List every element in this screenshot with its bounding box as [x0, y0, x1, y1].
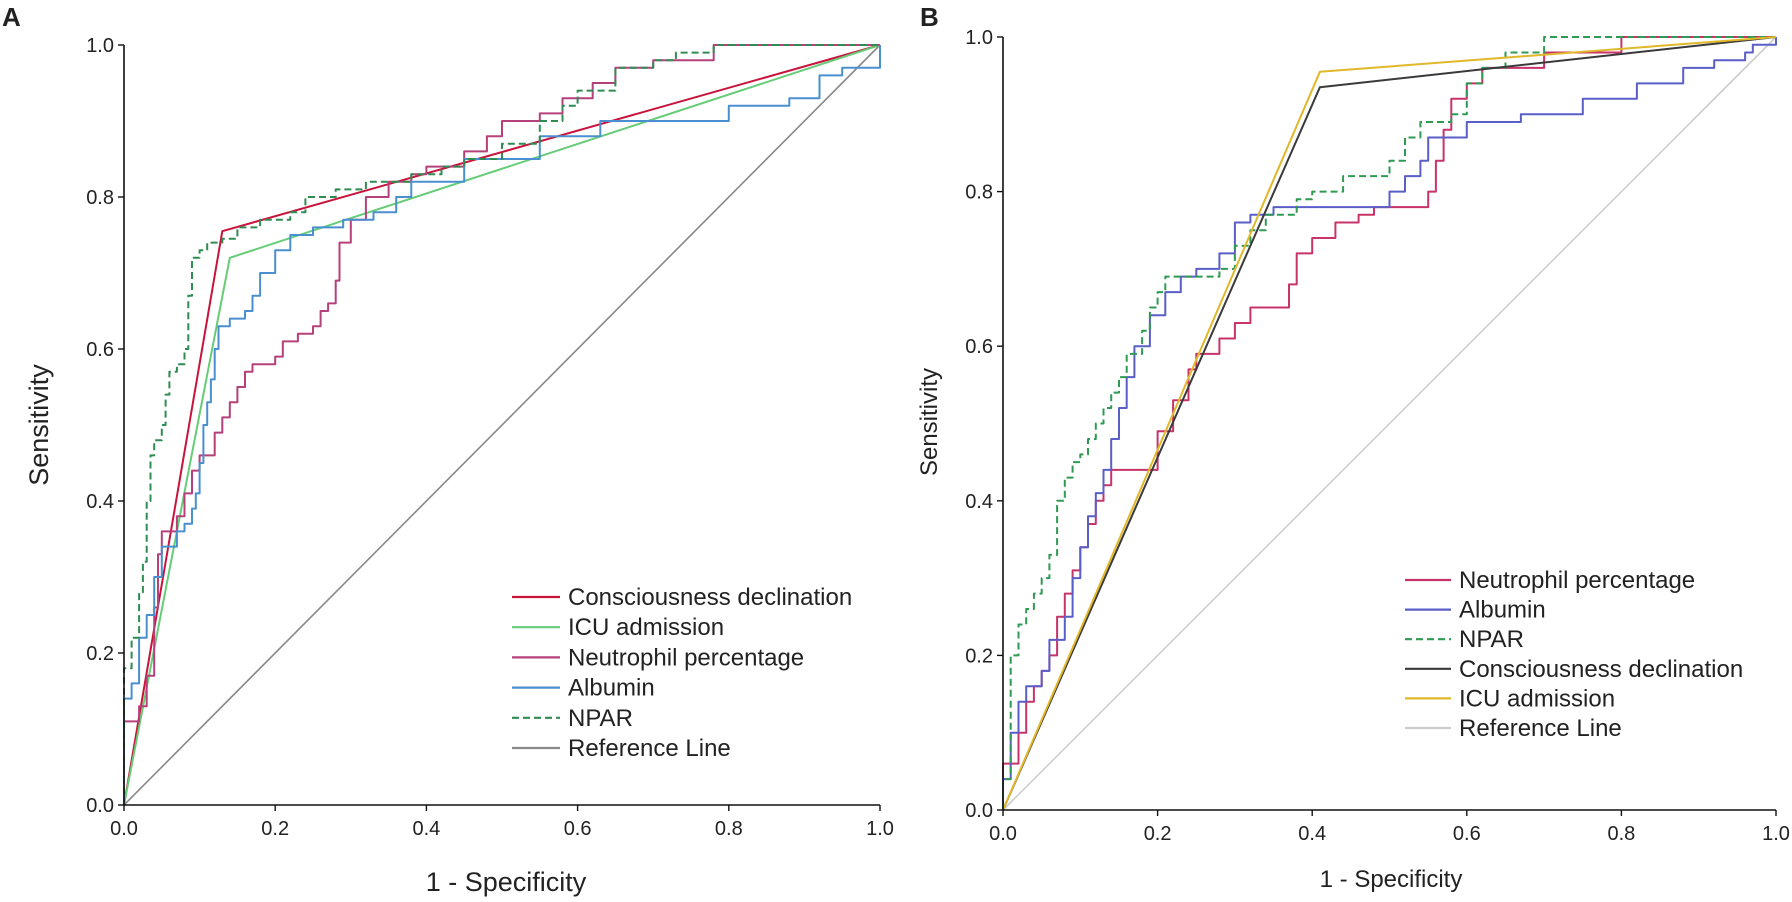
- panel-b-legend-label-npar: NPAR: [1459, 626, 1524, 653]
- panel-b-y-tick-label: 0.0: [965, 800, 993, 822]
- panel-b-letter: B: [920, 2, 939, 32]
- panel-b-x-tick-label: 0.8: [1607, 823, 1635, 845]
- panel-a-series-albumin: [123, 45, 881, 805]
- panel-a-legend-label-npar: NPAR: [568, 705, 633, 732]
- panel-a-y-tick-label: 0.8: [86, 187, 114, 209]
- panel-b-series-reference-line: [1002, 36, 1777, 811]
- panel-b-legend-label-reference-line: Reference Line: [1459, 715, 1622, 742]
- panel-a-letter: A: [2, 2, 21, 32]
- panel-b-x-tick-label: 0.0: [989, 823, 1017, 845]
- panel-b-x-tick-label: 1.0: [1762, 823, 1790, 845]
- panel-a-y-tick-label: 0.6: [86, 339, 114, 361]
- panel-a-series: [123, 44, 881, 806]
- panel-a: A 0.0 0.2 0.4 0.6 0.8 1.0 0.0 0.2 0.4 0.6 0.8 1.0 1…: [2, 2, 894, 897]
- panel-a-series-icu-admission: [123, 44, 881, 806]
- panel-a-series-consciousness-declination: [123, 44, 881, 806]
- panel-b-y-title: Sensitivity: [916, 368, 943, 476]
- panel-a-x-tick-label: 0.2: [261, 818, 289, 840]
- panel-b-series-consciousness-declination: [1002, 36, 1777, 811]
- panel-a-series-neutrophil-percentage: [123, 44, 880, 805]
- panel-a-y-tick-label: 1.0: [86, 35, 114, 57]
- panel-a-y-tick-label: 0.2: [86, 643, 114, 665]
- panel-b-series-albumin: [1002, 37, 1777, 810]
- panel-a-legend-label-neutrophil-percentage: Neutrophil percentage: [568, 644, 804, 671]
- panel-b-legend-label-icu-admission: ICU admission: [1459, 685, 1615, 712]
- panel-a-ticks: 0.0 0.2 0.4 0.6 0.8 1.0 0.0 0.2 0.4 0.6 0.8 1.0: [86, 35, 894, 840]
- panel-a-legend-label-consciousness-declination: Consciousness declination: [568, 584, 852, 611]
- panel-a-x-tick-label: 0.6: [564, 818, 592, 840]
- panel-b-y-tick-label: 1.0: [965, 27, 993, 49]
- panel-a-y-tick-label: 0.0: [86, 795, 114, 817]
- panel-a-legend-label-icu-admission: ICU admission: [568, 614, 724, 641]
- panel-b-series-icu-admission: [1002, 36, 1777, 811]
- panel-a-series-npar: [123, 44, 880, 805]
- panel-a-legend: Consciousness declination ICU admission Ne…: [512, 584, 852, 762]
- panel-b-y-tick-label: 0.6: [965, 336, 993, 358]
- panel-b: B 0.0 0.2 0.4 0.6 0.8 1.0 0.0 0.2 0.4 0.6 0.8 1.0 1…: [916, 2, 1790, 893]
- panel-b-legend-label-albumin: Albumin: [1459, 597, 1546, 624]
- panel-b-series-neutrophil-percentage: [1002, 36, 1776, 810]
- panel-b-x-tick-label: 0.2: [1144, 823, 1172, 845]
- panel-b-y-tick-label: 0.4: [965, 491, 993, 513]
- panel-b-series-npar: [1002, 36, 1776, 810]
- panel-a-x-tick-label: 0.4: [412, 818, 440, 840]
- panel-b-y-tick-label: 0.8: [965, 182, 993, 204]
- panel-b-legend-label-neutrophil-percentage: Neutrophil percentage: [1459, 567, 1695, 594]
- panel-b-x-tick-label: 0.6: [1453, 823, 1481, 845]
- panel-b-y-tick-label: 0.2: [965, 645, 993, 667]
- panel-b-series: [1002, 36, 1777, 811]
- panel-a-x-tick-label: 0.0: [110, 818, 138, 840]
- panel-a-legend-label-albumin: Albumin: [568, 675, 655, 702]
- panel-a-x-title: 1 - Specificity: [426, 867, 587, 897]
- panel-a-series-reference-line: [123, 44, 881, 806]
- panel-a-y-title: Sensitivity: [24, 364, 54, 486]
- panel-a-y-tick-label: 0.4: [86, 491, 114, 513]
- panel-a-x-tick-label: 0.8: [715, 818, 743, 840]
- panel-b-x-tick-label: 0.4: [1298, 823, 1326, 845]
- panel-a-x-tick-label: 1.0: [866, 818, 894, 840]
- panel-b-ticks: 0.0 0.2 0.4 0.6 0.8 1.0 0.0 0.2 0.4 0.6 0.8 1.0: [965, 27, 1790, 845]
- panel-b-legend-label-consciousness-declination: Consciousness declination: [1459, 656, 1743, 683]
- panel-b-x-title: 1 - Specificity: [1320, 866, 1463, 893]
- panel-a-legend-label-reference-line: Reference Line: [568, 735, 731, 762]
